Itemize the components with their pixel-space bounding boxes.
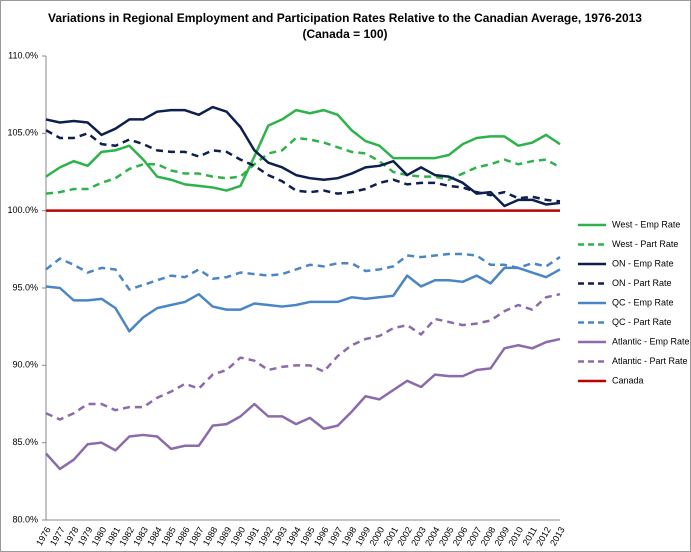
series-line bbox=[45, 108, 561, 192]
y-tick-label: 85.0% bbox=[12, 437, 38, 447]
y-tick-label: 100.0% bbox=[7, 205, 38, 215]
chart-title: Variations in Regional Employment and Pa… bbox=[48, 11, 642, 25]
legend-label: QC - Emp Rate bbox=[612, 297, 674, 307]
legend-label: QC - Part Rate bbox=[612, 317, 672, 327]
series-line bbox=[45, 292, 561, 421]
series-line bbox=[45, 337, 561, 471]
y-tick-label: 90.0% bbox=[12, 360, 38, 370]
y-tick-label: 80.0% bbox=[12, 514, 38, 524]
legend-label: West - Part Rate bbox=[612, 239, 678, 249]
legend-label: West - Emp Rate bbox=[612, 219, 680, 229]
chart-subtitle: (Canada = 100) bbox=[302, 27, 387, 41]
y-tick-label: 95.0% bbox=[12, 282, 38, 292]
y-tick-label: 105.0% bbox=[7, 128, 38, 138]
y-tick-label: 110.0% bbox=[8, 50, 38, 60]
legend-label: Atlantic - Emp Rate bbox=[612, 336, 690, 346]
series-line bbox=[45, 136, 561, 195]
series-line bbox=[45, 129, 561, 203]
legend-label: ON - Part Rate bbox=[612, 278, 672, 288]
series-line bbox=[45, 266, 561, 333]
legend-label: ON - Emp Rate bbox=[612, 258, 674, 268]
legend-label: Canada bbox=[612, 375, 644, 385]
series-line bbox=[45, 105, 561, 208]
legend-label: Atlantic - Part Rate bbox=[612, 356, 688, 366]
